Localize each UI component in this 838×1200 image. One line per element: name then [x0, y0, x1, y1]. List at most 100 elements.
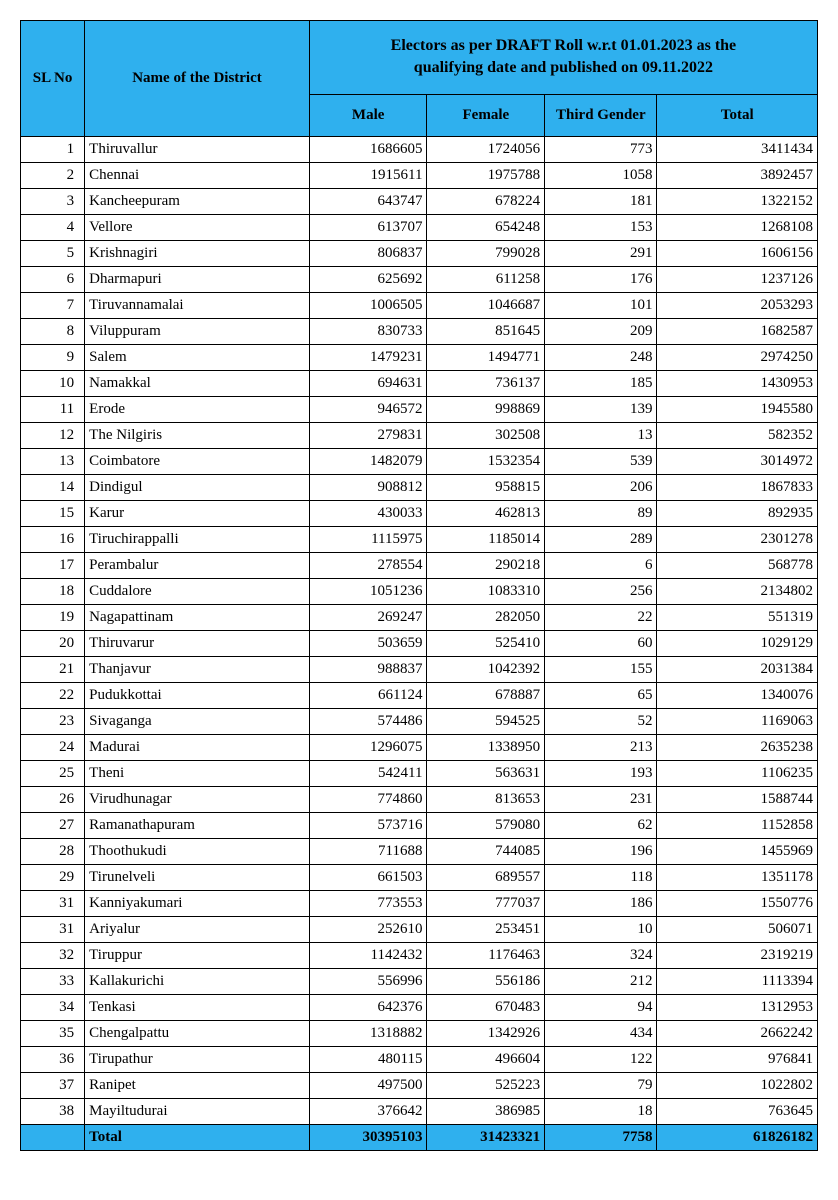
cell-third: 101 — [545, 292, 657, 318]
cell-total: 1550776 — [657, 890, 818, 916]
cell-total: 1322152 — [657, 188, 818, 214]
cell-male: 497500 — [309, 1072, 427, 1098]
cell-male: 774860 — [309, 786, 427, 812]
cell-total: 1351178 — [657, 864, 818, 890]
table-row: 33Kallakurichi5569965561862121113394 — [21, 968, 818, 994]
cell-sl: 15 — [21, 500, 85, 526]
cell-sl: 31 — [21, 890, 85, 916]
cell-female: 851645 — [427, 318, 545, 344]
cell-female: 462813 — [427, 500, 545, 526]
cell-name: Ariyalur — [85, 916, 310, 942]
cell-male: 1915611 — [309, 162, 427, 188]
table-row: 21Thanjavur98883710423921552031384 — [21, 656, 818, 682]
cell-name: Chengalpattu — [85, 1020, 310, 1046]
cell-male: 252610 — [309, 916, 427, 942]
cell-male: 1051236 — [309, 578, 427, 604]
cell-male: 573716 — [309, 812, 427, 838]
cell-sl: 35 — [21, 1020, 85, 1046]
table-row: 11Erode9465729988691391945580 — [21, 396, 818, 422]
cell-female: 579080 — [427, 812, 545, 838]
table-total-row: Total3039510331423321775861826182 — [21, 1124, 818, 1150]
cell-female: 594525 — [427, 708, 545, 734]
cell-sl: 16 — [21, 526, 85, 552]
cell-name: Thiruvallur — [85, 136, 310, 162]
cell-sl: 2 — [21, 162, 85, 188]
cell-name: Dharmapuri — [85, 266, 310, 292]
cell-third: 186 — [545, 890, 657, 916]
header-super-title-line1: Electors as per DRAFT Roll w.r.t 01.01.2… — [391, 37, 736, 54]
cell-total: 551319 — [657, 604, 818, 630]
cell-sl: 33 — [21, 968, 85, 994]
cell-sl: 14 — [21, 474, 85, 500]
cell-total: 2635238 — [657, 734, 818, 760]
cell-male: 613707 — [309, 214, 427, 240]
cell-male: 711688 — [309, 838, 427, 864]
cell-female: 1975788 — [427, 162, 545, 188]
cell-total: 1588744 — [657, 786, 818, 812]
table-row: 28Thoothukudi7116887440851961455969 — [21, 838, 818, 864]
table-row: 20Thiruvarur503659525410601029129 — [21, 630, 818, 656]
table-row: 6Dharmapuri6256926112581761237126 — [21, 266, 818, 292]
table-row: 37Ranipet497500525223791022802 — [21, 1072, 818, 1098]
cell-male: 661124 — [309, 682, 427, 708]
cell-sl: 23 — [21, 708, 85, 734]
cell-name: Pudukkottai — [85, 682, 310, 708]
table-row: 24Madurai129607513389502132635238 — [21, 734, 818, 760]
cell-name: Kancheepuram — [85, 188, 310, 214]
cell-total: 1945580 — [657, 396, 818, 422]
cell-name: Nagapattinam — [85, 604, 310, 630]
cell-third: 62 — [545, 812, 657, 838]
cell-female: 611258 — [427, 266, 545, 292]
table-row: 34Tenkasi642376670483941312953 — [21, 994, 818, 1020]
cell-total: 1268108 — [657, 214, 818, 240]
cell-name: Madurai — [85, 734, 310, 760]
cell-third: 52 — [545, 708, 657, 734]
cell-male: 30395103 — [309, 1124, 427, 1150]
cell-name: Kanniyakumari — [85, 890, 310, 916]
cell-third: 7758 — [545, 1124, 657, 1150]
cell-third: 212 — [545, 968, 657, 994]
cell-male: 1686605 — [309, 136, 427, 162]
cell-sl: 21 — [21, 656, 85, 682]
cell-total: 1106235 — [657, 760, 818, 786]
table-row: 25Theni5424115636311931106235 — [21, 760, 818, 786]
table-row: 1Thiruvallur168660517240567733411434 — [21, 136, 818, 162]
cell-third: 196 — [545, 838, 657, 864]
cell-name: Virudhunagar — [85, 786, 310, 812]
table-row: 7Tiruvannamalai100650510466871012053293 — [21, 292, 818, 318]
cell-male: 908812 — [309, 474, 427, 500]
cell-name: Karur — [85, 500, 310, 526]
cell-total: 3411434 — [657, 136, 818, 162]
cell-name: Dindigul — [85, 474, 310, 500]
cell-sl: 8 — [21, 318, 85, 344]
cell-third: 6 — [545, 552, 657, 578]
table-header: SL No Name of the District Electors as p… — [21, 21, 818, 137]
cell-third: 1058 — [545, 162, 657, 188]
cell-female: 1532354 — [427, 448, 545, 474]
cell-male: 279831 — [309, 422, 427, 448]
cell-third: 213 — [545, 734, 657, 760]
cell-total: 2134802 — [657, 578, 818, 604]
cell-total: 1430953 — [657, 370, 818, 396]
table-row: 17Perambalur2785542902186568778 — [21, 552, 818, 578]
cell-sl: 26 — [21, 786, 85, 812]
cell-sl: 36 — [21, 1046, 85, 1072]
cell-name: Salem — [85, 344, 310, 370]
table-row: 31Ariyalur25261025345110506071 — [21, 916, 818, 942]
cell-male: 542411 — [309, 760, 427, 786]
cell-male: 806837 — [309, 240, 427, 266]
header-female: Female — [427, 94, 545, 136]
header-total: Total — [657, 94, 818, 136]
cell-name: Vellore — [85, 214, 310, 240]
cell-third: 193 — [545, 760, 657, 786]
cell-male: 480115 — [309, 1046, 427, 1072]
electors-table: SL No Name of the District Electors as p… — [20, 20, 818, 1151]
cell-total: 2031384 — [657, 656, 818, 682]
cell-name: Cuddalore — [85, 578, 310, 604]
cell-name: Namakkal — [85, 370, 310, 396]
cell-female: 525410 — [427, 630, 545, 656]
cell-female: 1494771 — [427, 344, 545, 370]
cell-female: 1185014 — [427, 526, 545, 552]
cell-sl: 29 — [21, 864, 85, 890]
cell-total: 506071 — [657, 916, 818, 942]
